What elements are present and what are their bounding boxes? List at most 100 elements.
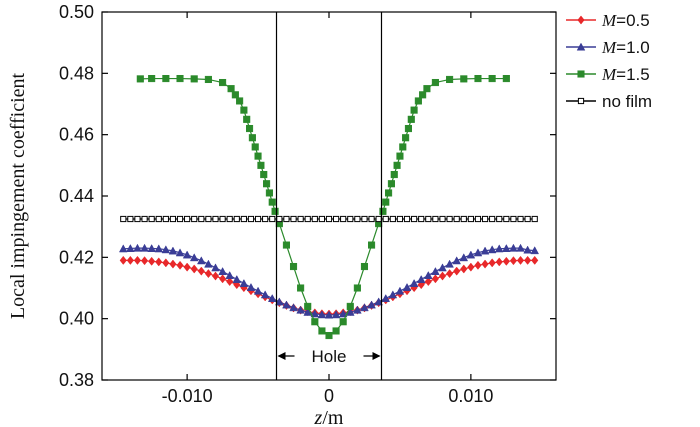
data-point bbox=[503, 215, 510, 223]
legend-item: no film bbox=[566, 92, 652, 111]
data-point bbox=[419, 91, 427, 99]
data-point bbox=[367, 300, 376, 309]
data-point bbox=[423, 271, 433, 279]
y-tick-label: 0.38 bbox=[59, 370, 94, 390]
data-point bbox=[481, 215, 489, 223]
data-point bbox=[502, 74, 510, 83]
data-point bbox=[219, 215, 226, 223]
data-point bbox=[410, 106, 418, 114]
x-tick-label: 0.010 bbox=[448, 386, 493, 406]
data-point bbox=[140, 243, 149, 252]
data-point bbox=[204, 259, 213, 268]
data-point bbox=[374, 297, 383, 306]
data-point bbox=[530, 246, 540, 255]
data-point bbox=[487, 245, 497, 254]
data-point bbox=[304, 215, 311, 223]
data-point bbox=[225, 271, 235, 279]
hole-label: Hole bbox=[312, 347, 347, 366]
data-point bbox=[340, 215, 347, 223]
data-point bbox=[257, 161, 265, 169]
data-point bbox=[459, 253, 469, 262]
data-point bbox=[502, 256, 510, 266]
data-point bbox=[219, 78, 227, 87]
legend-marker bbox=[577, 97, 585, 105]
data-point bbox=[388, 290, 398, 299]
data-point bbox=[169, 215, 177, 223]
data-point bbox=[523, 245, 532, 254]
data-point bbox=[297, 284, 305, 292]
series-4 bbox=[120, 215, 538, 223]
data-point bbox=[402, 134, 410, 142]
data-point bbox=[325, 331, 333, 340]
legend-marker bbox=[577, 70, 585, 78]
data-point bbox=[247, 215, 255, 223]
data-point bbox=[183, 262, 191, 272]
x-axis-variable: z bbox=[314, 407, 323, 427]
data-point bbox=[524, 255, 532, 265]
legend-item: M=0.5 bbox=[566, 11, 650, 30]
y-tick-label: 0.40 bbox=[59, 309, 94, 329]
data-point bbox=[332, 327, 340, 335]
legend-variable: M bbox=[601, 65, 617, 84]
data-point bbox=[282, 241, 290, 249]
data-point bbox=[176, 260, 184, 270]
data-point bbox=[182, 250, 192, 259]
x-tick-label: 0 bbox=[324, 386, 334, 406]
data-point bbox=[211, 271, 220, 281]
data-point bbox=[409, 278, 419, 287]
data-point bbox=[368, 241, 376, 249]
data-point bbox=[148, 256, 156, 266]
data-point bbox=[318, 215, 326, 223]
data-point bbox=[360, 262, 369, 271]
legend-item: M=1.5 bbox=[566, 65, 650, 84]
legend-variable: M bbox=[601, 38, 617, 57]
data-point bbox=[218, 274, 227, 284]
data-point bbox=[304, 302, 312, 310]
data-point bbox=[353, 305, 362, 314]
data-point bbox=[354, 215, 361, 223]
data-point bbox=[531, 215, 538, 223]
data-point bbox=[489, 215, 496, 223]
data-point bbox=[452, 256, 462, 265]
data-point bbox=[226, 277, 234, 287]
data-point bbox=[480, 246, 490, 255]
data-point bbox=[516, 243, 525, 252]
data-point bbox=[446, 75, 454, 84]
hole-label-bg bbox=[294, 344, 364, 366]
data-point bbox=[127, 215, 134, 223]
data-point bbox=[353, 284, 361, 292]
data-point bbox=[467, 215, 474, 223]
data-point bbox=[162, 258, 170, 268]
x-tick-label: -0.010 bbox=[162, 386, 213, 406]
data-point bbox=[424, 277, 432, 287]
data-point bbox=[509, 256, 518, 266]
series-3 bbox=[136, 74, 510, 340]
data-point bbox=[290, 215, 297, 223]
data-point bbox=[248, 134, 256, 142]
data-point bbox=[411, 215, 418, 223]
data-point bbox=[175, 248, 185, 257]
data-point bbox=[233, 215, 240, 223]
data-point bbox=[496, 215, 503, 223]
legend-label: no film bbox=[602, 92, 652, 111]
data-point bbox=[246, 282, 256, 291]
data-point bbox=[133, 255, 142, 265]
y-tick-label: 0.48 bbox=[59, 63, 94, 83]
data-point bbox=[136, 75, 144, 83]
data-point bbox=[431, 274, 440, 284]
data-point bbox=[269, 215, 276, 223]
hole-arrow-head bbox=[277, 352, 286, 360]
data-point bbox=[346, 302, 354, 310]
data-point bbox=[423, 85, 431, 93]
legend-value: =1.5 bbox=[616, 65, 650, 84]
data-point bbox=[260, 290, 270, 299]
data-point bbox=[331, 310, 341, 319]
data-point bbox=[246, 124, 254, 133]
data-point bbox=[260, 170, 268, 179]
data-point bbox=[361, 215, 368, 223]
data-point bbox=[155, 257, 163, 267]
series-2 bbox=[118, 243, 540, 319]
data-point bbox=[233, 280, 241, 290]
